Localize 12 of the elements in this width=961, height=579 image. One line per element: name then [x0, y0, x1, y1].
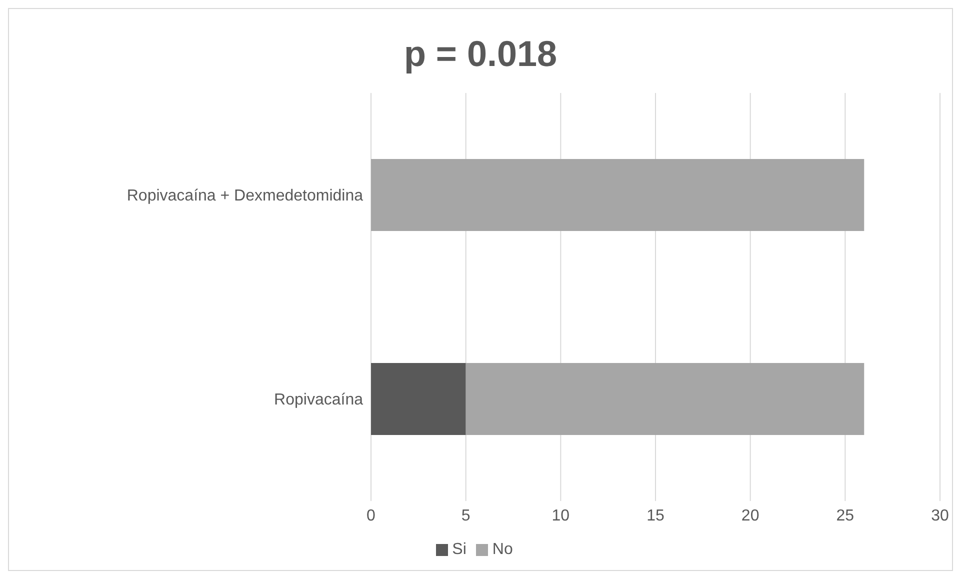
x-tick-label: 25 [836, 507, 854, 524]
x-tick-label: 10 [552, 507, 570, 524]
y-tick-label: Ropivacaína [274, 392, 364, 409]
x-tick-label: 0 [366, 507, 376, 524]
y-tick-label: Ropivacaína + Dexmedetomidina [126, 188, 364, 205]
chart-title: p = 0.018 [402, 32, 558, 76]
x-tick-label: 5 [461, 507, 470, 524]
legend-label: Si [452, 541, 466, 558]
x-tick-label: 20 [741, 507, 760, 524]
x-tick-label: 15 [646, 507, 664, 524]
legend-label: No [492, 541, 513, 558]
x-tick-label: 30 [931, 507, 949, 524]
